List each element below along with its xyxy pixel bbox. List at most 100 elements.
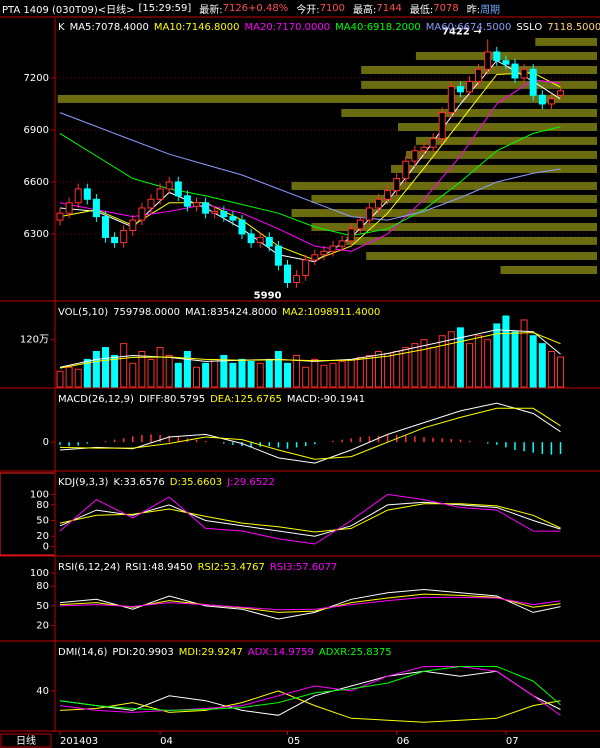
volume-bar [384,352,392,388]
volume-bar [83,358,91,388]
volume-bar [265,358,273,388]
candle-body [74,188,82,204]
volume-bar [329,362,337,388]
candle-body [174,181,182,197]
volume-bar [156,347,164,388]
candle-body [384,190,392,200]
volume-profile-bar [291,181,597,190]
legend-entry: 7118.5000 [547,22,600,33]
volume-bar [420,339,428,388]
candle-body [202,202,210,214]
legend-entry: DIFF:80.5795 [139,394,205,405]
candle-body [338,240,346,247]
y-tick-label: 0 [43,542,49,553]
volume-bar [547,351,555,388]
candle-body [129,219,137,231]
legend-entry: K:33.6576 [113,477,164,488]
header-item: +0.48% [248,3,289,14]
volume-profile-bar [346,236,597,245]
volume-bar [365,354,373,388]
header-item: 最高: [353,5,377,16]
candle-body [293,275,301,283]
x-tick-label: 07 [506,736,519,747]
legend-entry: MA2:1098911.4000 [282,307,380,318]
volume-bar [484,339,492,388]
legend-title: KDJ(9,3,3) [58,477,109,488]
volume-profile-bar [500,266,597,275]
legend-entry: PDI:20.9903 [112,647,173,658]
candle-body [265,236,273,247]
candle-body [256,236,264,244]
candle-body [529,68,537,96]
volume-profile-bar [311,223,597,232]
volume-profile-bar [391,164,597,173]
volume-profile-bar [415,136,597,145]
y-tick-label: 20 [36,531,49,542]
indicator-line [59,690,561,723]
volume-bar [284,362,291,388]
candle-body [211,210,219,214]
volume-bar [220,354,228,388]
legend-title: DMI(14,6) [58,647,107,658]
candle-body [238,219,246,235]
volume-bar [557,356,564,388]
y-tick-label: 50 [36,601,49,612]
candle-body [183,195,191,207]
y-tick-label: 100 [30,568,49,579]
legend-entry: MA1:835424.8000 [185,307,277,318]
panel-legend: KDJ(9,3,3) K:33.6576 D:35.6603 J:29.6522 [58,477,275,488]
candle-body [311,254,319,261]
panel-legend: VOL(5,10) 759798.0000 MA1:835424.8000 MA2:1… [58,307,380,318]
volume-bar [538,343,546,388]
legend-entry: RSI3:57.6077 [270,562,337,573]
y-tick-label: 80 [36,500,49,511]
header-item: [15:29:59] [138,3,192,14]
candle-body [83,188,91,200]
y-tick-label: 40 [36,686,49,697]
volume-bar [447,331,455,388]
candle-body [102,216,109,238]
candle-body [365,207,373,221]
volume-bar [102,347,109,388]
header-item: 7144 [376,3,402,14]
volume-bar [293,354,301,388]
price-annotation: 7422 → [442,26,482,37]
volume-bar [429,347,437,388]
header-item: 7126 [222,3,249,14]
candle-body [438,112,446,140]
quote-header: PTA 1409 (030T09)<日线> [15:29:59] 最新: 7126 +0… [0,0,600,17]
legend-entry: MA10:7146.8000 [154,22,240,33]
volume-bar [174,362,182,388]
candle-body [420,146,428,152]
candle-body [375,198,382,209]
candle-body [538,94,546,105]
volume-bar [466,343,473,388]
x-tick-label: 04 [160,736,173,747]
candle-body [92,198,100,218]
volume-bar [202,362,210,388]
volume-bar [129,362,137,388]
y-tick-label: 6300 [24,229,49,240]
volume-profile-bar [398,123,597,132]
candle-body [220,210,228,218]
volume-bar [56,370,64,388]
legend-entry: RSI2:53.4767 [198,562,265,573]
y-tick-label: 50 [36,516,49,527]
volume-bar [229,362,237,388]
indicator-line [59,332,561,369]
header-item: PTA 1409 (030T09)<日线> [2,5,135,16]
y-tick-label: 100 [30,489,49,500]
legend-entry: SSLO [516,22,542,33]
volume-bar [520,319,528,388]
legend-entry: DEA:125.6765 [210,394,282,405]
volume-profile-bar [405,150,597,159]
volume-bar [211,358,219,388]
period-button[interactable]: 周期 [480,5,501,16]
volume-bar [375,351,382,388]
legend-entry: MACD:-90.1941 [287,394,365,405]
candle-body [429,138,437,148]
volume-bar [138,351,146,388]
panel-legend: RSI(6,12,24) RSI1:48.9450 RSI2:53.4767 RSI3… [58,562,337,573]
indicator-line [59,407,561,460]
